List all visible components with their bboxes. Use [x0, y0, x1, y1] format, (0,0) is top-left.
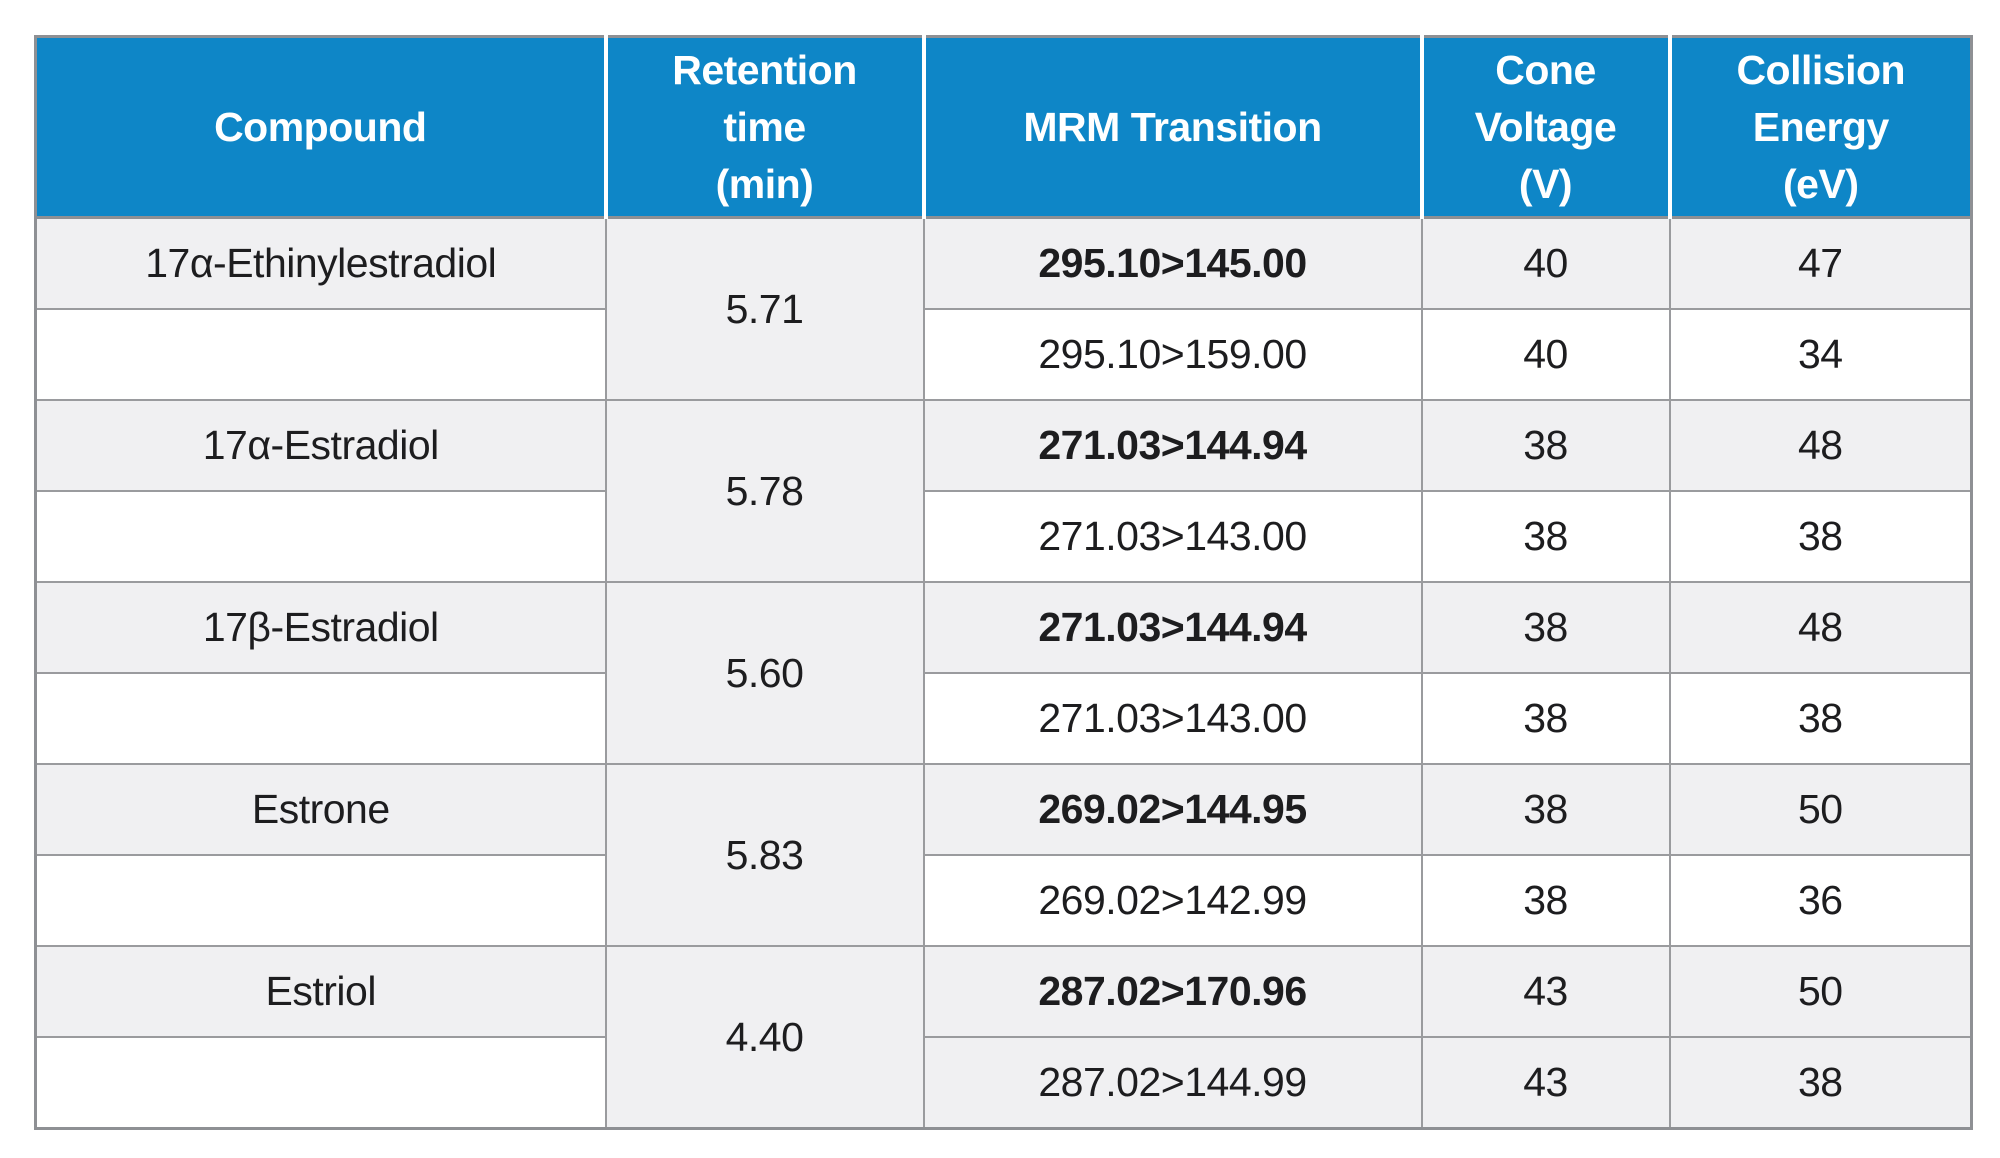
cone-voltage-cell: 38 — [1420, 854, 1671, 947]
cone-voltage-cell: 38 — [1420, 672, 1671, 765]
collision-energy-cell: 38 — [1668, 490, 1973, 583]
collision-energy-cell: 48 — [1668, 399, 1973, 492]
mrm-transition-cell: 271.03>143.00 — [922, 490, 1423, 583]
collision-energy-cell: 48 — [1668, 581, 1973, 674]
compound-cell-empty — [34, 672, 607, 765]
column-header-compound: Compound — [35, 36, 606, 219]
table-row: 269.02>142.99 38 36 — [34, 854, 1973, 947]
compound-cell: Estrone — [34, 763, 607, 856]
compound-cell: 17α-Estradiol — [34, 399, 607, 492]
mrm-transition-cell: 287.02>170.96 — [922, 945, 1423, 1038]
mrm-transition-cell: 295.10>159.00 — [922, 308, 1423, 401]
table-row: 295.10>159.00 40 34 — [34, 308, 1973, 401]
retention-time-cell: 5.83 — [604, 763, 925, 947]
cone-voltage-cell: 40 — [1420, 308, 1671, 401]
compound-cell-empty — [34, 1036, 607, 1130]
collision-energy-cell: 50 — [1668, 945, 1973, 1038]
mrm-transition-cell: 269.02>142.99 — [922, 854, 1423, 947]
table-row: 287.02>144.99 43 38 — [34, 1036, 1973, 1130]
compound-cell-empty — [34, 854, 607, 947]
table-row: 271.03>143.00 38 38 — [34, 490, 1973, 583]
table-row: Estriol 4.40 287.02>170.96 43 50 — [34, 945, 1973, 1130]
mrm-transition-cell: 271.03>144.94 — [922, 399, 1423, 492]
cone-voltage-cell: 38 — [1420, 581, 1671, 674]
table-row: 17β-Estradiol 5.60 271.03>144.94 38 48 — [34, 581, 1973, 765]
retention-time-cell: 5.71 — [604, 216, 925, 401]
header-row: Compound Retention time (min) MRM Transi… — [35, 36, 1972, 219]
table-row: 271.03>143.00 38 38 — [34, 672, 1973, 765]
table-row: Estrone 5.83 269.02>144.95 38 50 — [34, 763, 1973, 947]
mrm-transition-table: Compound Retention time (min) MRM Transi… — [34, 35, 1973, 1130]
table-row: 17α-Ethinylestradiol 5.71 295.10>145.00 … — [34, 216, 1973, 401]
cone-voltage-cell: 43 — [1420, 945, 1671, 1038]
compound-cell-empty — [34, 490, 607, 583]
mrm-transition-cell: 271.03>144.94 — [922, 581, 1423, 674]
compound-cell: 17β-Estradiol — [34, 581, 607, 674]
cone-voltage-cell: 38 — [1420, 399, 1671, 492]
compound-cell: 17α-Ethinylestradiol — [34, 216, 607, 310]
cone-voltage-cell: 38 — [1420, 490, 1671, 583]
table-row: 17α-Estradiol 5.78 271.03>144.94 38 48 — [34, 399, 1973, 583]
retention-time-cell: 5.60 — [604, 581, 925, 765]
cone-voltage-cell: 43 — [1420, 1036, 1671, 1130]
column-header-retention-time: Retention time (min) — [603, 36, 924, 219]
mrm-transition-cell: 269.02>144.95 — [922, 763, 1423, 856]
column-header-collision-energy: Collision Energy (eV) — [1667, 36, 1972, 219]
collision-energy-cell: 36 — [1668, 854, 1973, 947]
mrm-transition-cell: 295.10>145.00 — [922, 216, 1423, 310]
compound-cell: Estriol — [34, 945, 607, 1038]
cone-voltage-cell: 40 — [1420, 216, 1671, 310]
compound-cell-empty — [34, 308, 607, 401]
column-header-cone-voltage: Cone Voltage (V) — [1419, 36, 1670, 219]
collision-energy-cell: 47 — [1668, 216, 1973, 310]
column-header-mrm-transition: MRM Transition — [921, 36, 1422, 219]
collision-energy-cell: 38 — [1668, 672, 1973, 765]
cone-voltage-cell: 38 — [1420, 763, 1671, 856]
retention-time-cell: 4.40 — [604, 945, 925, 1130]
collision-energy-cell: 38 — [1668, 1036, 1973, 1130]
collision-energy-cell: 34 — [1668, 308, 1973, 401]
collision-energy-cell: 50 — [1668, 763, 1973, 856]
mrm-transition-cell: 287.02>144.99 — [922, 1036, 1423, 1130]
mrm-transition-cell: 271.03>143.00 — [922, 672, 1423, 765]
retention-time-cell: 5.78 — [604, 399, 925, 583]
